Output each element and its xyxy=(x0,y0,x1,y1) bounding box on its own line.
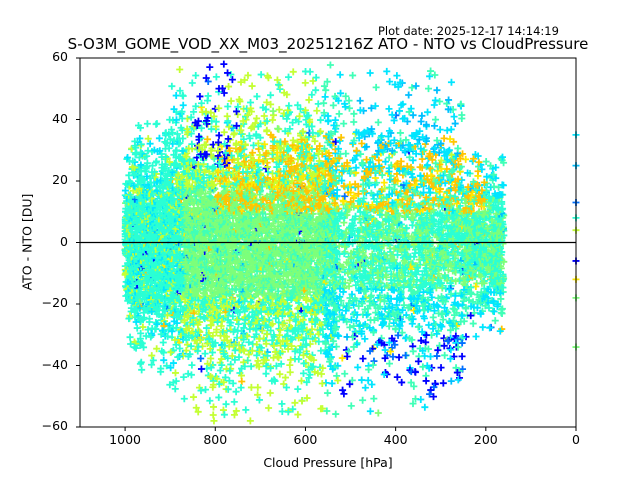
scatter-points xyxy=(121,60,580,425)
scatter-point xyxy=(375,246,383,254)
chart-title: S-O3M_GOME_VOD_XX_M03_20251216Z ATO - NT… xyxy=(67,35,589,53)
scatter-point xyxy=(258,235,266,243)
scatter-point xyxy=(410,242,418,250)
scatter-point xyxy=(370,245,378,253)
scatter-point xyxy=(411,249,419,257)
scatter-point xyxy=(150,250,158,258)
scatter-point xyxy=(342,229,350,237)
plot-date: Plot date: 2025-12-17 14:14:19 xyxy=(378,24,559,38)
scatter-point xyxy=(390,245,398,253)
scatter-point xyxy=(411,229,419,237)
scatter-point xyxy=(430,248,438,256)
scatter-point xyxy=(394,227,402,235)
scatter-point xyxy=(351,231,359,239)
scatter-point xyxy=(487,244,495,252)
scatter-point xyxy=(380,242,388,250)
